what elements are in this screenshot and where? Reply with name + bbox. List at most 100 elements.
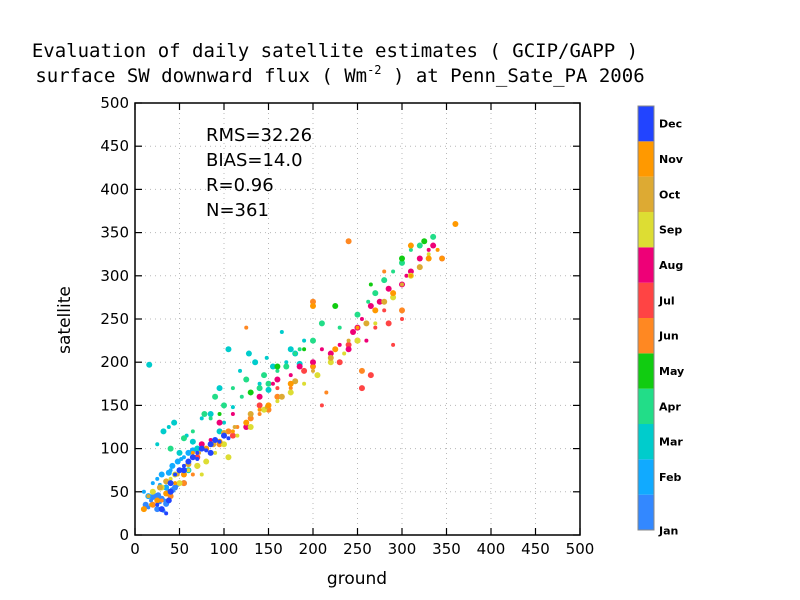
scatter-point [167,480,174,487]
scatter-point [425,255,432,262]
scatter-point [288,386,293,391]
scatter-point [408,273,413,278]
scatter-point [141,489,146,494]
colorbar-segment [638,247,654,283]
grid-lines [135,103,580,535]
scatter-point [381,277,388,284]
scatter-point [256,402,263,409]
scatter-point [243,424,250,430]
scatter-point [226,436,231,441]
x-tick-label: 300 [388,540,417,558]
scatter-point [171,419,178,426]
scatter-point [225,454,232,461]
month-colorbar: Jan Feb Mar Apr May Jun Jul Aug Sep Oct Nov Dec [637,105,684,537]
scatter-point [185,449,192,456]
scatter-point [243,419,250,426]
scatter-point [222,420,226,425]
colorbar-segment [638,424,654,460]
x-tick-label: 0 [130,540,140,558]
scatter-point [176,467,183,474]
scatter-point [239,394,244,399]
scatter-point [217,439,222,444]
scatter-point [158,471,165,478]
scatter-point [264,355,269,360]
scatter-point [195,450,200,455]
x-tick-label: 250 [343,540,372,558]
scatter-point [275,368,280,373]
scatter-point [336,359,343,366]
scatter-point [265,386,272,393]
x-tick-label: 200 [299,540,328,558]
scatter-point [238,368,243,373]
scatter-point [149,493,156,500]
scatter-point [274,363,281,370]
scatter-point [287,380,294,387]
y-tick-label: 100 [100,440,129,458]
scatter-point [342,351,347,356]
scatter-point [213,450,218,455]
scatter-point [155,502,160,507]
scatter-point [216,419,223,426]
scatter-point [367,303,374,310]
scatter-point [373,321,378,326]
scatter-point [275,399,280,404]
colorbar-segment [638,318,654,354]
scatter-point [265,402,272,409]
y-tick-label: 250 [100,310,129,328]
scatter-point [346,338,351,343]
scatter-point [426,252,431,257]
y-tick-label: 200 [100,353,129,371]
scatter-point [189,438,196,445]
scatter-point [440,256,445,261]
scatter-point [283,363,290,370]
y-tick-label: 500 [100,94,129,112]
scatter-point [345,341,352,348]
scatter-point [156,484,163,491]
scatter-point [247,389,254,396]
scatter-point [261,372,268,379]
colorbar-label: Aug [659,259,683,272]
stat-label: RMS=32.26 [206,125,312,146]
scatter-point [435,247,440,252]
scatter-point [169,462,176,469]
scatter-point [174,458,181,465]
scatter-point [302,347,307,352]
scatter-point [208,437,213,442]
scatter-point [221,432,227,439]
scatter-point [149,502,154,507]
scatter-point [195,456,200,461]
scatter-point [354,337,361,344]
scatter-point [318,320,325,327]
scatter-point [247,411,254,418]
chart-title-line2-post: ) at Penn_Sate_PA 2006 [382,65,645,87]
scatter-point [190,450,195,455]
colorbar-label: Jan [658,524,678,537]
scatter-point [230,405,235,410]
scatter-point [337,342,342,347]
y-tick-label: 400 [100,180,129,198]
scatter-point [399,255,405,262]
scatter-point [207,441,214,448]
scatter-point [359,317,364,321]
scatter-point [247,415,254,422]
scatter-point [391,342,396,347]
y-tick-label: 0 [119,526,129,544]
scatter-point [407,268,414,275]
scatter-point [284,360,289,365]
scatter-point [354,311,361,318]
scatter-point [416,255,423,262]
scatter-point [158,506,165,513]
scatter-point [140,506,147,513]
chart-title-line2-pre: surface SW downward flux ( Wm [35,65,367,87]
scatter-point [173,472,178,477]
scatter-point [257,381,262,386]
scatter-point [208,416,213,421]
colorbar-label: Sep [659,224,682,237]
stat-label: BIAS=14.0 [206,150,303,171]
y-tick-label: 50 [110,483,129,501]
stats-annotation: RMS=32.26 BIAS=14.0 R=0.96 N=361 [206,125,312,221]
colorbar-segment [638,388,654,424]
scatter-point [180,435,187,442]
scatter-point [288,373,293,378]
